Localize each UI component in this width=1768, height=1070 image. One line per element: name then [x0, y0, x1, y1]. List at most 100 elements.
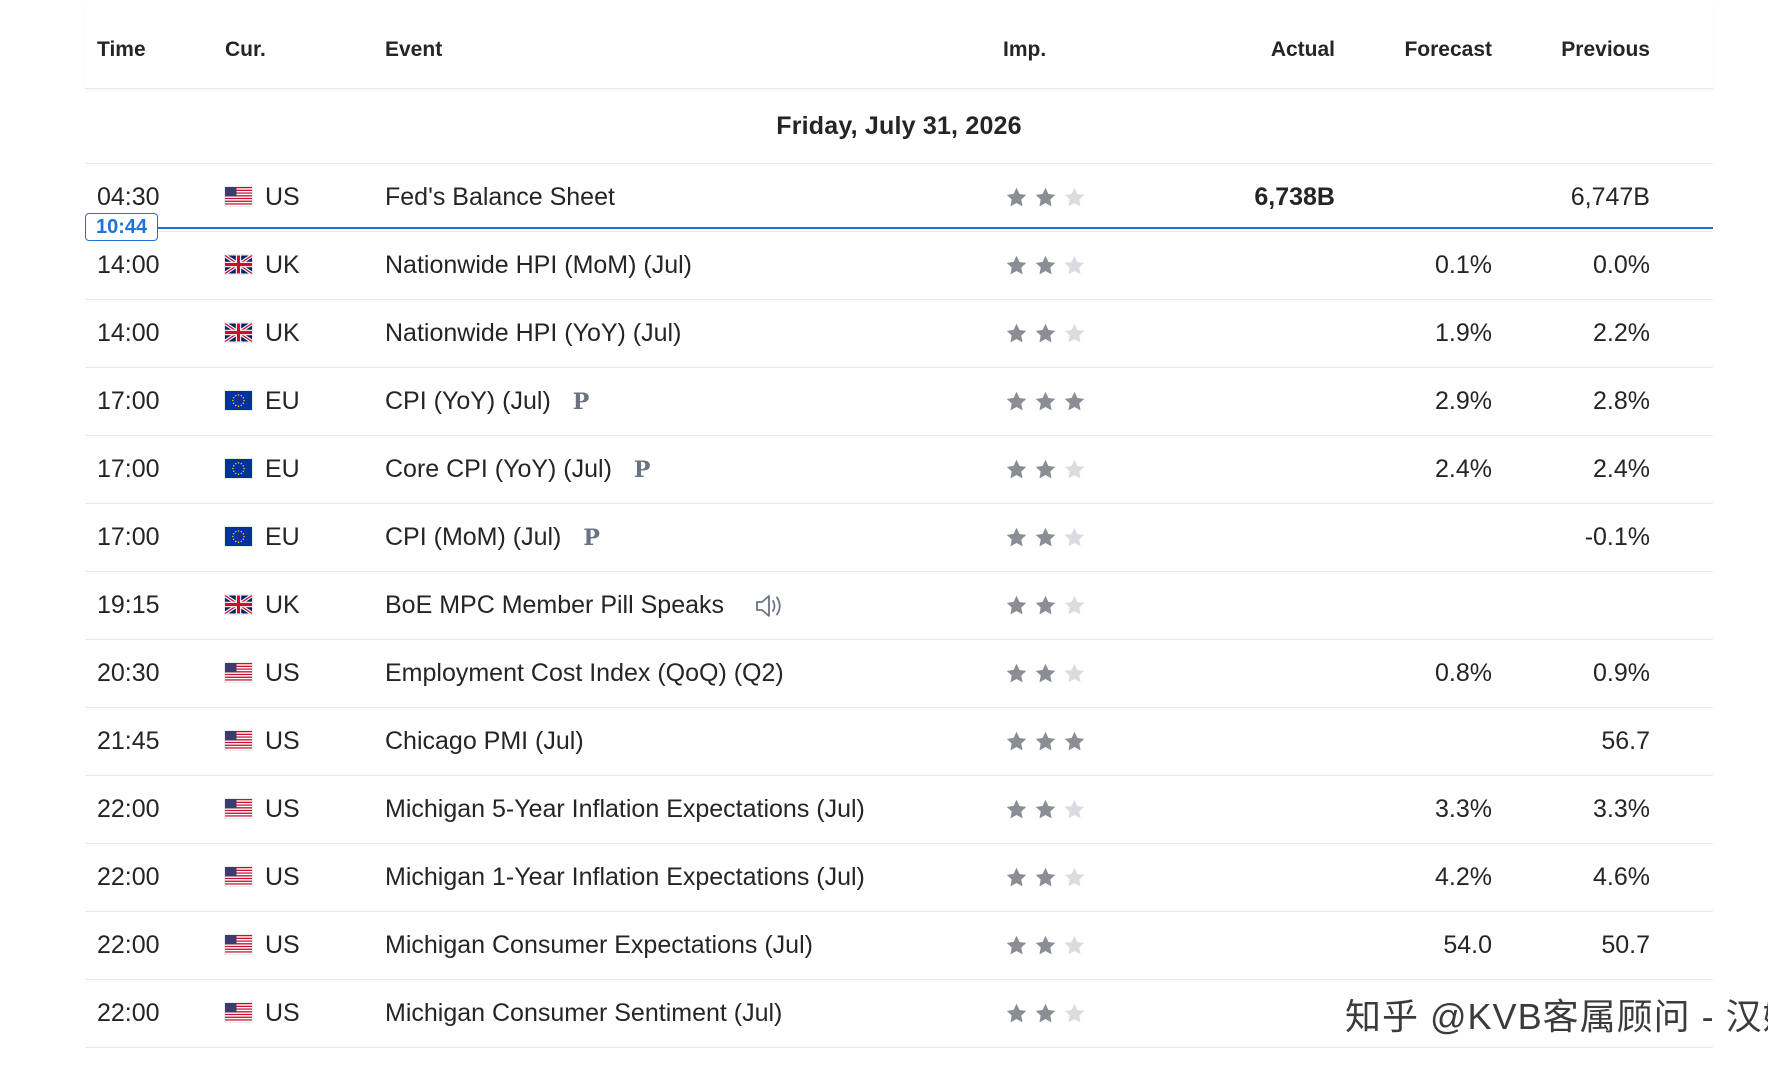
importance-rating: [1005, 708, 1086, 775]
event-name-cell[interactable]: BoE MPC Member Pill Speaks: [385, 572, 786, 639]
event-name-cell[interactable]: Michigan 5-Year Inflation Expectations (…: [385, 776, 865, 843]
event-name[interactable]: BoE MPC Member Pill Speaks: [385, 591, 725, 619]
importance-rating: [1005, 980, 1086, 1047]
event-time: 20:30: [97, 659, 160, 687]
event-previous: 2.2%: [1593, 319, 1650, 347]
event-forecast: 54.0: [1443, 931, 1492, 959]
importance-star-icon: [1006, 391, 1027, 411]
event-name[interactable]: Michigan 5-Year Inflation Expectations (…: [385, 795, 865, 823]
event-name[interactable]: Core CPI (YoY) (Jul): [385, 455, 612, 483]
importance-star-icon: [1064, 527, 1085, 547]
event-name-cell[interactable]: Nationwide HPI (YoY) (Jul): [385, 300, 681, 367]
event-currency: US: [265, 999, 300, 1027]
event-time: 17:00: [97, 523, 160, 551]
header-event[interactable]: Event: [385, 38, 443, 61]
event-previous: 2.8%: [1593, 387, 1650, 415]
event-name-cell[interactable]: Nationwide HPI (MoM) (Jul): [385, 232, 692, 299]
event-name-cell[interactable]: Fed's Balance Sheet: [385, 164, 615, 231]
speech-speaker-icon: [756, 595, 781, 618]
event-forecast: 0.1%: [1435, 251, 1492, 279]
importance-rating: [1005, 504, 1086, 571]
importance-rating: [1005, 436, 1086, 503]
importance-star-icon: [1035, 867, 1056, 887]
us-flag-icon: [225, 867, 252, 886]
event-name[interactable]: Chicago PMI (Jul): [385, 727, 584, 755]
event-name[interactable]: Michigan Consumer Sentiment (Jul): [385, 999, 783, 1027]
importance-star-icon: [1006, 935, 1027, 955]
importance-star-icon: [1064, 663, 1085, 683]
importance-star-icon: [1064, 867, 1085, 887]
event-name[interactable]: Nationwide HPI (YoY) (Jul): [385, 319, 682, 347]
table-row[interactable]: 17:00 EU Core CPI (YoY) (Jul) P 2.4% 2.4%: [85, 436, 1713, 504]
table-row[interactable]: 14:00 UK Nationwide HPI (MoM) (Jul) 0.1% 0.0…: [85, 232, 1713, 300]
event-time: 22:00: [97, 931, 160, 959]
table-row[interactable]: 04:30 US Fed's Balance Sheet 6,738B 6,747B: [85, 164, 1713, 232]
importance-star-icon: [1006, 323, 1027, 343]
preliminary-badge: P: [583, 525, 600, 551]
importance-star-icon: [1006, 731, 1027, 751]
event-actual: 6,738B: [1254, 183, 1335, 211]
event-time: 14:00: [97, 319, 160, 347]
header-currency[interactable]: Cur.: [225, 38, 266, 61]
table-row[interactable]: 17:00 EU CPI (YoY) (Jul) P 2.9% 2.8%: [85, 368, 1713, 436]
event-previous: 6,747B: [1570, 183, 1650, 211]
event-time: 14:00: [97, 251, 160, 279]
header-time[interactable]: Time: [97, 38, 146, 61]
eu-flag-icon: [225, 459, 252, 478]
importance-star-icon: [1035, 1003, 1056, 1023]
table-row[interactable]: 19:15 UK BoE MPC Member Pill Speaks: [85, 572, 1713, 640]
event-currency: EU: [265, 387, 300, 415]
table-row[interactable]: 22:00 US Michigan 5-Year Inflation Expecta…: [85, 776, 1713, 844]
event-name[interactable]: CPI (MoM) (Jul): [385, 523, 562, 551]
importance-star-icon: [1006, 1003, 1027, 1023]
table-row[interactable]: 22:00 US Michigan Consumer Expectations (J…: [85, 912, 1713, 980]
event-forecast: 0.8%: [1435, 659, 1492, 687]
header-forecast[interactable]: Forecast: [1404, 38, 1492, 61]
table-row[interactable]: 22:00 US Michigan 1-Year Inflation Expecta…: [85, 844, 1713, 912]
importance-rating: [1005, 164, 1086, 231]
event-forecast: 3.3%: [1435, 795, 1492, 823]
table-row[interactable]: 17:00 EU CPI (MoM) (Jul) P -0.1%: [85, 504, 1713, 572]
us-flag-icon: [225, 799, 252, 818]
event-currency: US: [265, 795, 300, 823]
event-name-cell[interactable]: Employment Cost Index (QoQ) (Q2): [385, 640, 784, 707]
event-name-cell[interactable]: Michigan Consumer Sentiment (Jul): [385, 980, 782, 1047]
importance-star-icon: [1035, 935, 1056, 955]
importance-star-icon: [1006, 255, 1027, 275]
event-previous: 50.7: [1601, 931, 1650, 959]
event-name-cell[interactable]: Michigan 1-Year Inflation Expectations (…: [385, 844, 865, 911]
event-name-cell[interactable]: Michigan Consumer Expectations (Jul): [385, 912, 813, 979]
importance-star-icon: [1064, 323, 1085, 343]
importance-star-icon: [1006, 595, 1027, 615]
event-name-cell[interactable]: CPI (MoM) (Jul) P: [385, 504, 600, 571]
event-name-cell[interactable]: Core CPI (YoY) (Jul) P: [385, 436, 650, 503]
event-name[interactable]: CPI (YoY) (Jul): [385, 387, 551, 415]
header-importance[interactable]: Imp.: [1003, 38, 1047, 61]
importance-star-icon: [1064, 255, 1085, 275]
event-name[interactable]: Michigan 1-Year Inflation Expectations (…: [385, 863, 865, 891]
event-name[interactable]: Nationwide HPI (MoM) (Jul): [385, 251, 693, 279]
importance-star-icon: [1035, 323, 1056, 343]
event-name[interactable]: Michigan Consumer Expectations (Jul): [385, 931, 813, 959]
importance-star-icon: [1064, 595, 1085, 615]
event-name-cell[interactable]: Chicago PMI (Jul): [385, 708, 584, 775]
event-forecast: 1.9%: [1435, 319, 1492, 347]
event-name-cell[interactable]: CPI (YoY) (Jul) P: [385, 368, 589, 435]
event-previous: 56.7: [1601, 727, 1650, 755]
event-time: 17:00: [97, 455, 160, 483]
importance-star-icon: [1006, 663, 1027, 683]
event-forecast: 2.4%: [1435, 455, 1492, 483]
event-name[interactable]: Employment Cost Index (QoQ) (Q2): [385, 659, 784, 687]
table-row[interactable]: 22:00 US Michigan Consumer Sentiment (Jul): [85, 980, 1713, 1048]
us-flag-icon: [225, 935, 252, 954]
table-row[interactable]: 14:00 UK Nationwide HPI (YoY) (Jul) 1.9% 2.2…: [85, 300, 1713, 368]
header-actual[interactable]: Actual: [1270, 38, 1335, 61]
event-currency: UK: [265, 251, 300, 279]
header-previous[interactable]: Previous: [1561, 38, 1650, 61]
uk-flag-icon: [225, 595, 252, 614]
importance-star-icon: [1035, 391, 1056, 411]
table-row[interactable]: 21:45 US Chicago PMI (Jul) 56.7: [85, 708, 1713, 776]
table-row[interactable]: 20:30 US Employment Cost Index (QoQ) (Q2) 0…: [85, 640, 1713, 708]
event-name[interactable]: Fed's Balance Sheet: [385, 183, 615, 211]
importance-star-icon: [1064, 459, 1085, 479]
